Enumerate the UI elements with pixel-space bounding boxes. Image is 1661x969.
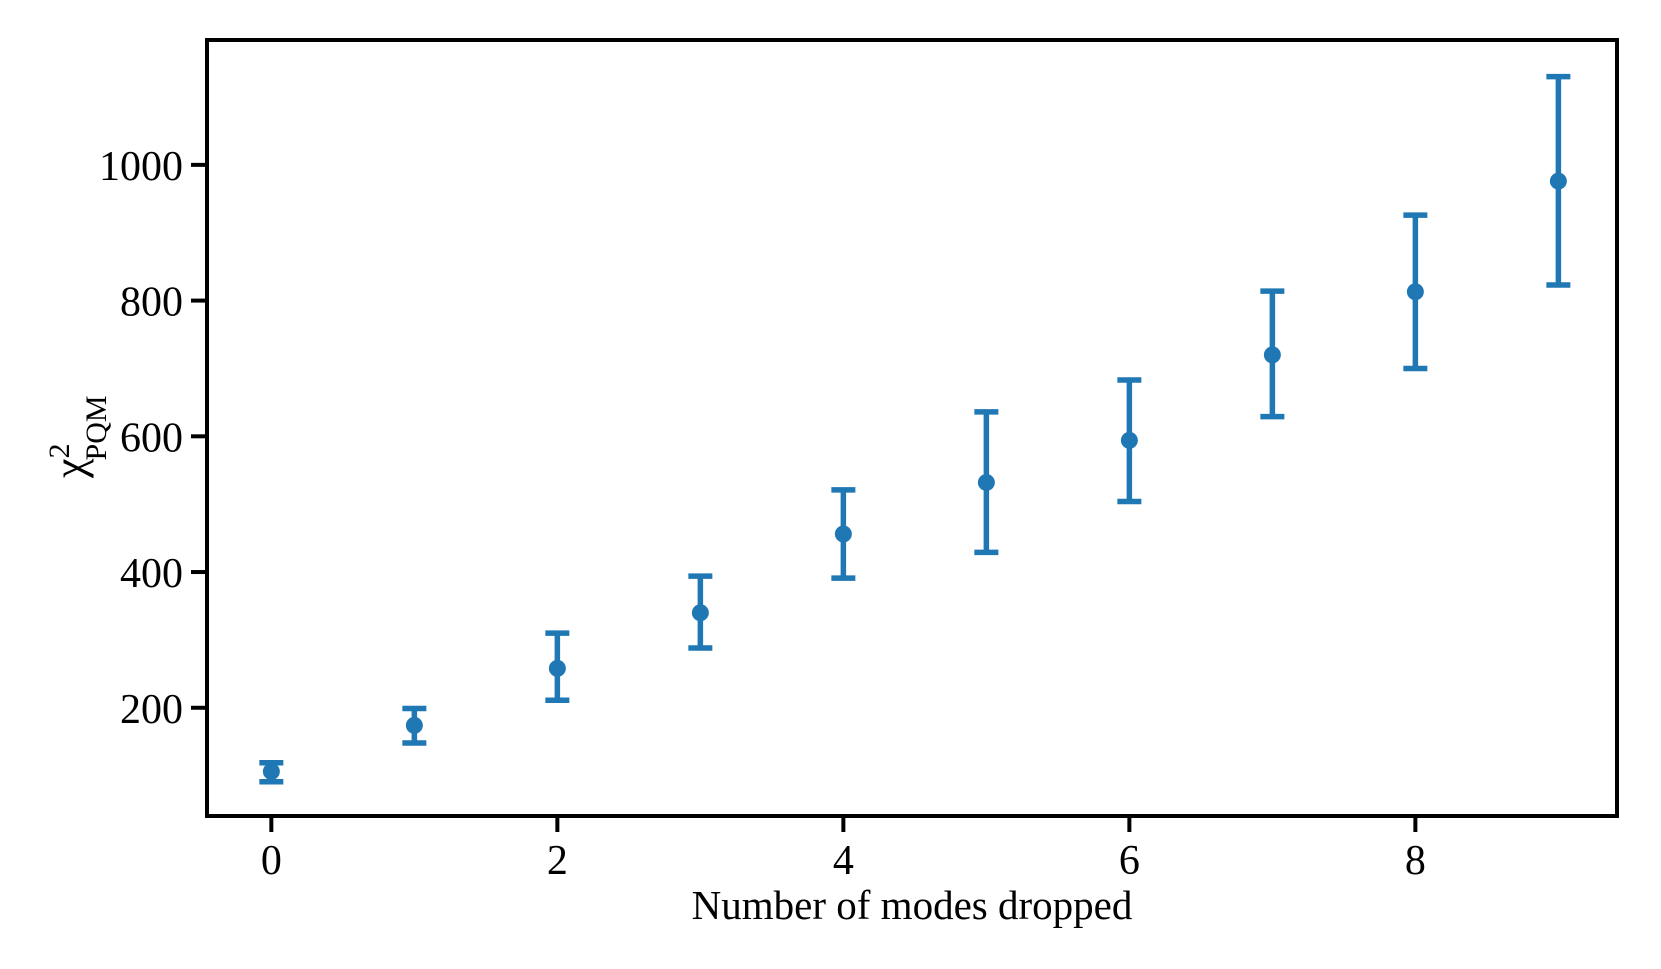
data-point-errorbar xyxy=(259,759,284,785)
data-point-errorbar xyxy=(1260,288,1285,420)
y-tick-label: 200 xyxy=(120,687,183,733)
ylabel-base: χ xyxy=(45,458,94,479)
data-point-marker xyxy=(262,763,280,781)
y-axis-label: χ2 PQM xyxy=(43,395,113,479)
data-point-marker xyxy=(1263,346,1281,364)
x-tick-label: 0 xyxy=(261,838,282,884)
data-point-errorbar xyxy=(545,630,570,704)
data-point-marker xyxy=(1120,431,1138,449)
x-axis-ticks: 0 2 4 6 8 xyxy=(261,816,1426,884)
data-point-errorbar xyxy=(1117,377,1142,505)
ylabel-superscript: 2 xyxy=(43,443,76,458)
data-point-marker xyxy=(405,716,423,734)
axes-spines xyxy=(205,38,1619,818)
x-tick-label: 6 xyxy=(1119,838,1140,884)
y-tick-label: 800 xyxy=(120,280,183,326)
plot-area xyxy=(207,40,1617,816)
data-point-marker xyxy=(1406,283,1424,301)
y-tick-label: 400 xyxy=(120,551,183,597)
data-point-errorbar xyxy=(974,409,999,556)
data-series xyxy=(259,73,1571,785)
y-tick-label: 600 xyxy=(120,415,183,461)
data-point-marker xyxy=(977,473,995,491)
y-axis-ticks: 200 400 600 800 1000 xyxy=(99,144,207,733)
data-point-errorbar xyxy=(688,573,713,651)
data-point-marker xyxy=(834,525,852,543)
ylabel-subscript: PQM xyxy=(80,395,113,460)
data-point-errorbar xyxy=(402,705,427,746)
data-point-marker xyxy=(548,659,566,677)
data-point-errorbar xyxy=(831,487,856,581)
data-point-marker xyxy=(691,604,709,622)
x-tick-label: 2 xyxy=(547,838,568,884)
data-point-marker xyxy=(1549,172,1567,190)
x-tick-label: 4 xyxy=(833,838,854,884)
y-axis-label-text: χ2 PQM xyxy=(43,395,113,479)
data-point-errorbar xyxy=(1546,73,1571,288)
x-axis-label: Number of modes dropped xyxy=(692,882,1133,928)
x-tick-label: 8 xyxy=(1405,838,1426,884)
y-tick-label: 1000 xyxy=(99,144,183,190)
data-point-errorbar xyxy=(1403,212,1428,372)
